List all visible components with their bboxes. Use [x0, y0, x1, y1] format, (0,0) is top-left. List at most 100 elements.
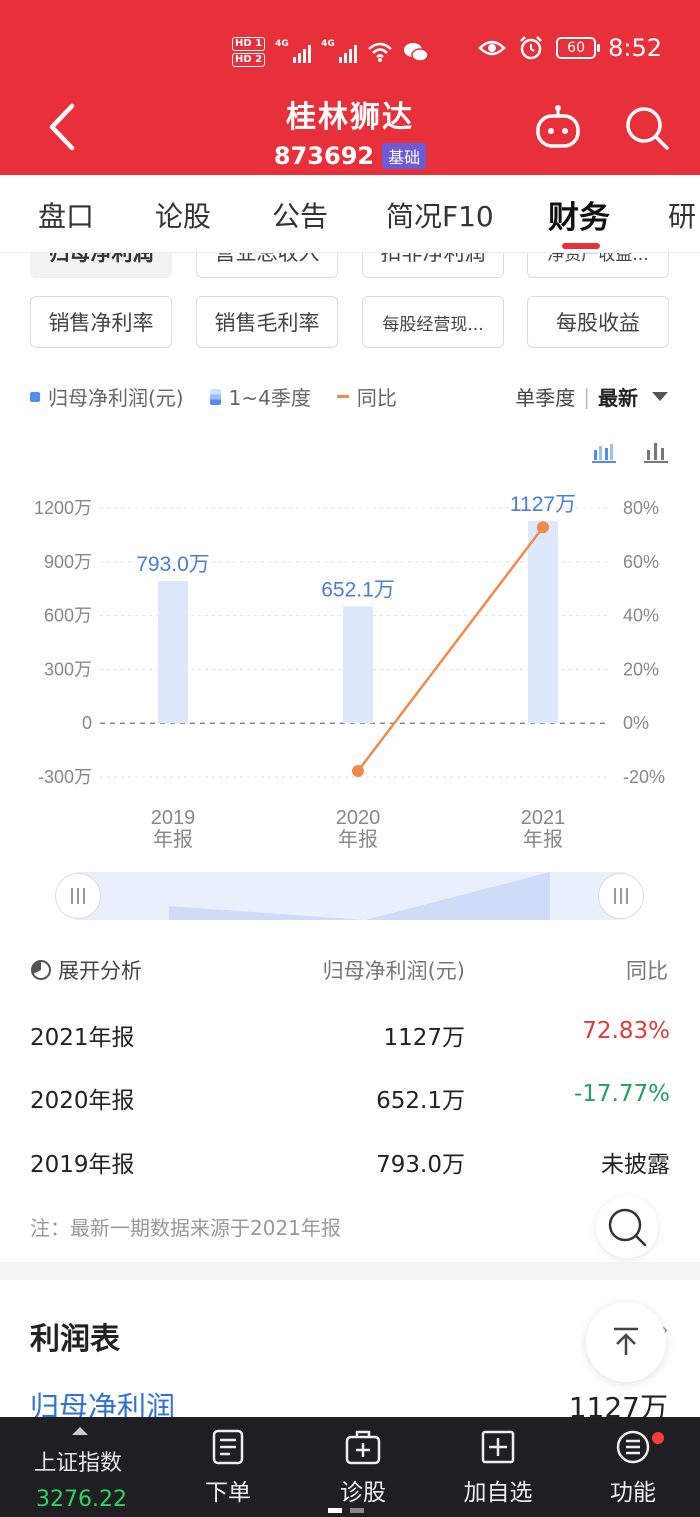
expand-analysis-button[interactable]: 展开分析 — [30, 955, 142, 985]
legend-bar-label: 归母净利润(元) — [48, 386, 184, 410]
sim2-label: HD 2 — [232, 53, 266, 67]
wechat-icon — [404, 43, 429, 62]
legend-quarters[interactable]: 1~4季度 — [209, 382, 311, 411]
row-period: 2021年报 — [30, 1025, 135, 1051]
back-button[interactable] — [40, 100, 84, 154]
nav-functions[interactable]: 功能 — [578, 1417, 688, 1517]
period-mode[interactable]: 单季度 — [515, 386, 576, 410]
tab-lungu[interactable]: 论股 — [155, 200, 212, 233]
y-right-tick-label: 0% — [623, 713, 649, 733]
nav-diagnose[interactable]: 诊股 — [308, 1417, 418, 1517]
slider-handle-left[interactable] — [55, 873, 101, 919]
x-tick-label: 2020 — [336, 807, 381, 829]
back-to-top-button[interactable] — [586, 1302, 666, 1382]
col-header-yoy: 同比 — [626, 959, 668, 983]
y-right-tick-label: 60% — [623, 552, 659, 572]
table-row[interactable]: 2019年报 793.0万 未披露 — [0, 1145, 700, 1185]
index-value: 3276.22 — [36, 1487, 127, 1512]
yoy-point — [352, 765, 364, 778]
bar — [528, 521, 558, 724]
wifi-icon — [368, 42, 392, 62]
metric-chip-net-profit[interactable]: 归母净利润 — [30, 253, 172, 278]
expand-analysis-label: 展开分析 — [58, 959, 142, 983]
row-yoy: 72.83% — [582, 1018, 670, 1044]
bar-data-label: 793.0万 — [136, 553, 210, 576]
network-type-2: 4G — [321, 39, 335, 49]
status-bar-left: HD 1 HD 2 4G 4G — [232, 32, 429, 72]
robot-assistant-icon[interactable] — [534, 104, 582, 152]
legend-swatch-line — [336, 395, 349, 398]
chevron-down-icon[interactable] — [652, 392, 668, 401]
y-left-tick-label: -300万 — [38, 767, 92, 787]
slider-handle-right[interactable] — [598, 873, 644, 919]
tab-pankou[interactable]: 盘口 — [38, 200, 95, 233]
metric-chip-revenue[interactable]: 营业总收入 — [196, 253, 338, 278]
metric-chips-row1-clip: 归母净利润 营业总收入 扣非净利润 净资产收益... — [0, 253, 700, 283]
nav-functions-label: 功能 — [610, 1480, 656, 1506]
grouped-bar-chart-icon[interactable] — [591, 440, 617, 464]
tab-f10[interactable]: 简况F10 — [386, 200, 494, 233]
metric-chip-roe[interactable]: 净资产收益... — [527, 253, 669, 278]
nav-diagnose-label: 诊股 — [340, 1480, 386, 1506]
legend-yoy[interactable]: 同比 — [336, 382, 397, 411]
yoy-point — [537, 521, 549, 534]
x-tick-label: 2021 — [521, 807, 566, 829]
index-name: 上证指数 — [34, 1451, 123, 1476]
x-tick-label: 年报 — [523, 828, 563, 851]
x-tick-label: 年报 — [338, 828, 378, 851]
tab-research[interactable]: 研 — [668, 200, 697, 233]
bar-data-label: 652.1万 — [321, 578, 395, 601]
diagnose-icon — [345, 1430, 381, 1465]
nav-add-watchlist[interactable]: 加自选 — [443, 1417, 553, 1517]
signal-icon: 4G — [275, 39, 312, 63]
y-right-tick-label: 40% — [623, 606, 659, 626]
bar — [343, 606, 373, 724]
search-icon — [608, 1208, 647, 1247]
y-left-tick-label: 1200万 — [34, 498, 92, 518]
y-right-tick-label: 20% — [623, 659, 659, 679]
market-index-ticker[interactable]: 上证指数 3276.22 — [0, 1417, 160, 1517]
legend-yoy-label: 同比 — [356, 386, 397, 410]
tab-finance[interactable]: 财务 — [548, 200, 610, 236]
order-icon — [212, 1429, 244, 1465]
period-selector[interactable]: 单季度 | 最新 — [515, 382, 668, 411]
market-badge: 基础 — [382, 143, 427, 169]
col-header-value: 归母净利润(元) — [322, 959, 465, 983]
alarm-icon — [520, 36, 542, 60]
period-latest[interactable]: 最新 — [598, 386, 638, 410]
table-row[interactable]: 2021年报 1127万 72.83% — [0, 1018, 700, 1058]
metric-chip-deducted-profit[interactable]: 扣非净利润 — [362, 253, 504, 278]
metric-chip-net-margin[interactable]: 销售净利率 — [30, 296, 172, 348]
menu-icon — [616, 1430, 650, 1464]
section-divider — [0, 1262, 700, 1280]
row-value: 1127万 — [383, 1025, 465, 1051]
legend-bar[interactable]: 归母净利润(元) — [30, 382, 184, 411]
notification-dot — [652, 1432, 664, 1444]
legend-swatch-bar — [30, 391, 40, 402]
tab-announcements[interactable]: 公告 — [272, 200, 329, 233]
nav-add-watchlist-label: 加自选 — [463, 1480, 533, 1506]
metric-chip-op-cashflow[interactable]: 每股经营现... — [362, 296, 504, 348]
page-indicator — [328, 1508, 364, 1513]
app-header: HD 1 HD 2 4G 4G — [0, 0, 700, 175]
stock-name: 桂林狮达 — [286, 100, 414, 135]
eye-icon — [478, 40, 506, 56]
sim1-label: HD 1 — [232, 37, 266, 51]
pie-chart-icon — [31, 960, 51, 980]
section-tabs: 盘口 论股 公告 简况F10 财务 研 — [0, 175, 700, 253]
search-icon[interactable] — [623, 104, 671, 152]
chart-range-slider[interactable] — [55, 872, 645, 920]
stock-title-block: 桂林狮达 873692 基础 — [0, 92, 700, 170]
battery-icon: 60 — [556, 37, 601, 59]
floating-search-button[interactable] — [596, 1196, 658, 1258]
data-source-note: 注：最新一期数据来源于2021年报 — [30, 1216, 341, 1240]
table-row[interactable]: 2020年报 652.1万 -17.77% — [0, 1081, 700, 1121]
row-value: 793.0万 — [376, 1152, 465, 1178]
metric-chip-gross-margin[interactable]: 销售毛利率 — [196, 296, 338, 348]
slider-preview — [169, 872, 550, 920]
metric-chip-eps[interactable]: 每股收益 — [527, 296, 669, 348]
y-right-tick-label: -20% — [623, 767, 665, 787]
arrow-up-icon — [614, 1327, 638, 1355]
bar-chart-icon[interactable] — [643, 440, 669, 464]
nav-order[interactable]: 下单 — [173, 1417, 283, 1517]
